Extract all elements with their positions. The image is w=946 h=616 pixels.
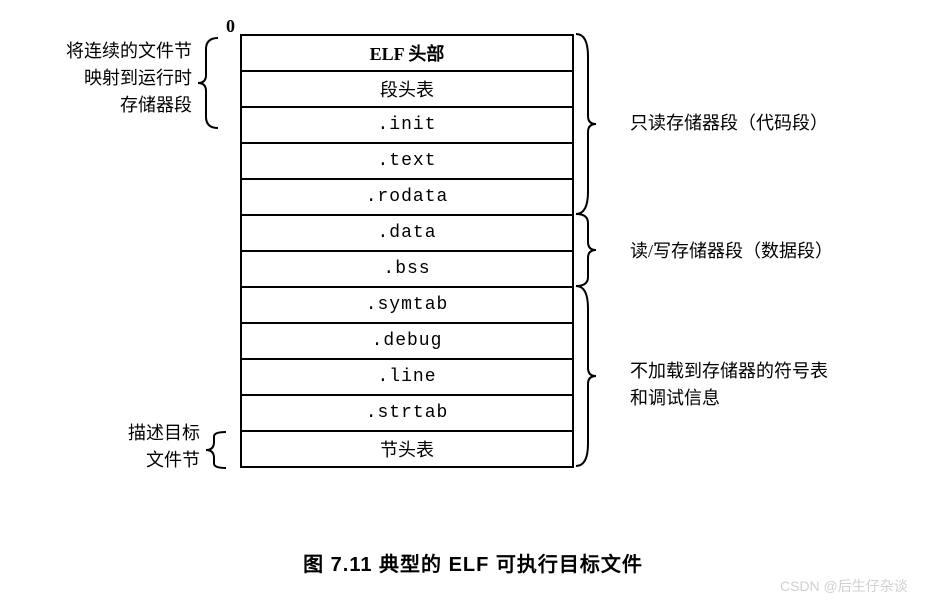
table-row: 节头表 (242, 432, 572, 468)
elf-sections-table: ELF 头部段头表.init.text.rodata.data.bss.symt… (240, 34, 574, 468)
left-annotation: 描述目标文件节 (100, 420, 200, 474)
table-row: 段头表 (242, 72, 572, 108)
table-row: .debug (242, 324, 572, 360)
right-annotation: 只读存储器段（代码段） (630, 110, 828, 137)
table-row: .data (242, 216, 572, 252)
brace (206, 432, 236, 468)
right-annotation: 读/写存储器段（数据段） (630, 238, 833, 265)
table-row: .text (242, 144, 572, 180)
elf-diagram: 0 ELF 头部段头表.init.text.rodata.data.bss.sy… (20, 20, 926, 596)
table-row: .rodata (242, 180, 572, 216)
table-row: .line (242, 360, 572, 396)
brace (576, 286, 606, 466)
left-annotation: 将连续的文件节映射到运行时存储器段 (32, 38, 192, 119)
brace (576, 214, 606, 286)
table-row: .bss (242, 252, 572, 288)
table-row: .symtab (242, 288, 572, 324)
zero-marker: 0 (226, 16, 235, 37)
right-annotation: 不加载到存储器的符号表和调试信息 (630, 358, 828, 412)
table-row: .init (242, 108, 572, 144)
brace (576, 34, 606, 214)
brace (198, 38, 228, 128)
table-row: .strtab (242, 396, 572, 432)
figure-caption: 图 7.11 典型的 ELF 可执行目标文件 (20, 548, 926, 577)
table-row: ELF 头部 (242, 36, 572, 72)
watermark-text: CSDN @后生仔杂谈 (780, 576, 908, 596)
